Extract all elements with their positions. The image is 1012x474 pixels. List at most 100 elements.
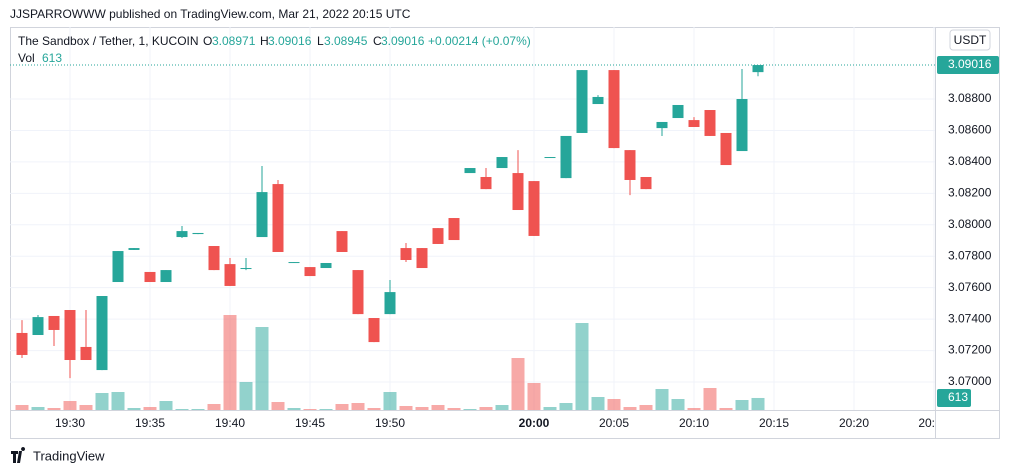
volume-bar xyxy=(511,358,525,410)
last-volume-box xyxy=(937,388,971,407)
y-tick-label: 3.08200 xyxy=(948,186,992,200)
volume-bar xyxy=(527,383,541,410)
volume-bar xyxy=(255,327,269,410)
axes: 3.07000 3.07200 3.07400 3.07600 3.07800 3.080… xyxy=(55,56,999,430)
volume-bar xyxy=(479,407,493,410)
volume-bar xyxy=(15,405,29,410)
candle-body xyxy=(192,232,204,235)
volume-bar xyxy=(431,405,445,410)
candle-body xyxy=(176,231,188,238)
volume-bar xyxy=(223,315,237,410)
y-tick-label: 3.08800 xyxy=(948,91,992,105)
candle-body xyxy=(656,121,668,129)
volume-bar xyxy=(559,403,573,410)
candle-body xyxy=(64,310,76,361)
candle-body xyxy=(496,157,508,169)
candle-body xyxy=(32,317,44,336)
chart-frame xyxy=(10,27,1000,439)
candle-body xyxy=(400,248,412,261)
candle-body xyxy=(512,173,524,211)
volume-label: Vol xyxy=(18,51,35,65)
volume-bar xyxy=(287,408,301,410)
x-tick-label: 20:15 xyxy=(759,416,789,430)
volume-bar xyxy=(383,392,397,410)
volume-bar xyxy=(335,404,349,410)
candle-body xyxy=(160,270,172,283)
close-value: 3.09016 xyxy=(381,34,425,48)
publish-header: JJSPARROWWW published on TradingView.com… xyxy=(10,7,411,21)
candle-body xyxy=(720,132,732,166)
high-label: H xyxy=(260,34,269,48)
candle-body xyxy=(16,332,28,355)
symbol-title: The Sandbox / Tether, 1, KUCOIN xyxy=(18,34,199,48)
volume-bar xyxy=(143,407,157,410)
candle-body xyxy=(672,104,684,119)
candle-body xyxy=(464,168,476,174)
x-tick-label: 19:45 xyxy=(295,416,325,430)
candle-body xyxy=(320,262,332,269)
candle-body xyxy=(624,150,636,180)
volume-bar xyxy=(111,392,125,410)
candle-body xyxy=(480,176,492,190)
x-tick-label: 20:00 xyxy=(519,416,550,430)
x-tick-label: 19:40 xyxy=(215,416,245,430)
candle-body xyxy=(752,65,764,73)
volume-bar xyxy=(127,408,141,410)
volume-bar xyxy=(463,409,477,410)
x-tick-label: 19:50 xyxy=(375,416,405,430)
y-tick-label: 3.07000 xyxy=(948,374,992,388)
candle-body xyxy=(288,262,300,264)
volume-bar xyxy=(719,408,733,410)
open-label: O xyxy=(203,34,212,48)
candle-body xyxy=(336,231,348,252)
volume-bar xyxy=(79,405,93,410)
volume-bar xyxy=(47,408,61,410)
volume-bar xyxy=(207,404,221,410)
volume-bar xyxy=(399,406,413,410)
x-tick-label: 20:05 xyxy=(599,416,629,430)
volume-bar xyxy=(543,407,557,410)
candle-body xyxy=(688,120,700,127)
y-tick-label: 3.08400 xyxy=(948,154,992,168)
volume-bar xyxy=(735,400,749,410)
y-tick-label: 3.07600 xyxy=(948,280,992,294)
candle-body xyxy=(528,181,540,236)
low-label: L xyxy=(317,34,324,48)
x-tick-label: 19:35 xyxy=(135,416,165,430)
volume-bar xyxy=(607,399,621,410)
volume-bar xyxy=(447,408,461,410)
candle-body xyxy=(640,176,652,190)
brand-logo xyxy=(11,447,26,463)
open-value: 3.08971 xyxy=(212,34,256,48)
candle-body xyxy=(704,110,716,136)
last-price-box xyxy=(937,56,999,75)
candle-body xyxy=(736,99,748,152)
candle-body xyxy=(272,184,284,252)
footer-brand: TradingView xyxy=(11,447,105,463)
candle-body xyxy=(416,248,428,269)
currency-label[interactable]: USDT xyxy=(954,33,987,47)
volume-bar xyxy=(95,393,109,410)
x-tick-label: 20:10 xyxy=(679,416,709,430)
candle-body xyxy=(224,264,236,286)
low-value: 3.08945 xyxy=(324,34,368,48)
volume-bar xyxy=(415,407,429,410)
volume-bar xyxy=(655,389,669,410)
candle-body xyxy=(384,292,396,315)
candle-body xyxy=(544,157,556,159)
volume-bar xyxy=(367,408,381,410)
volume-bar xyxy=(687,408,701,410)
candle-body xyxy=(608,70,620,149)
volume-bar xyxy=(319,409,333,410)
candle-body xyxy=(592,96,604,105)
volume-bar xyxy=(495,405,509,410)
volume-bars xyxy=(15,315,765,410)
volume-bar xyxy=(751,397,765,410)
volume-bar xyxy=(623,407,637,410)
candle-body xyxy=(80,346,92,361)
candle-body xyxy=(112,251,124,283)
currency-button[interactable] xyxy=(949,29,991,51)
x-tick-label: 20:20 xyxy=(839,416,869,430)
candle-body xyxy=(368,318,380,343)
